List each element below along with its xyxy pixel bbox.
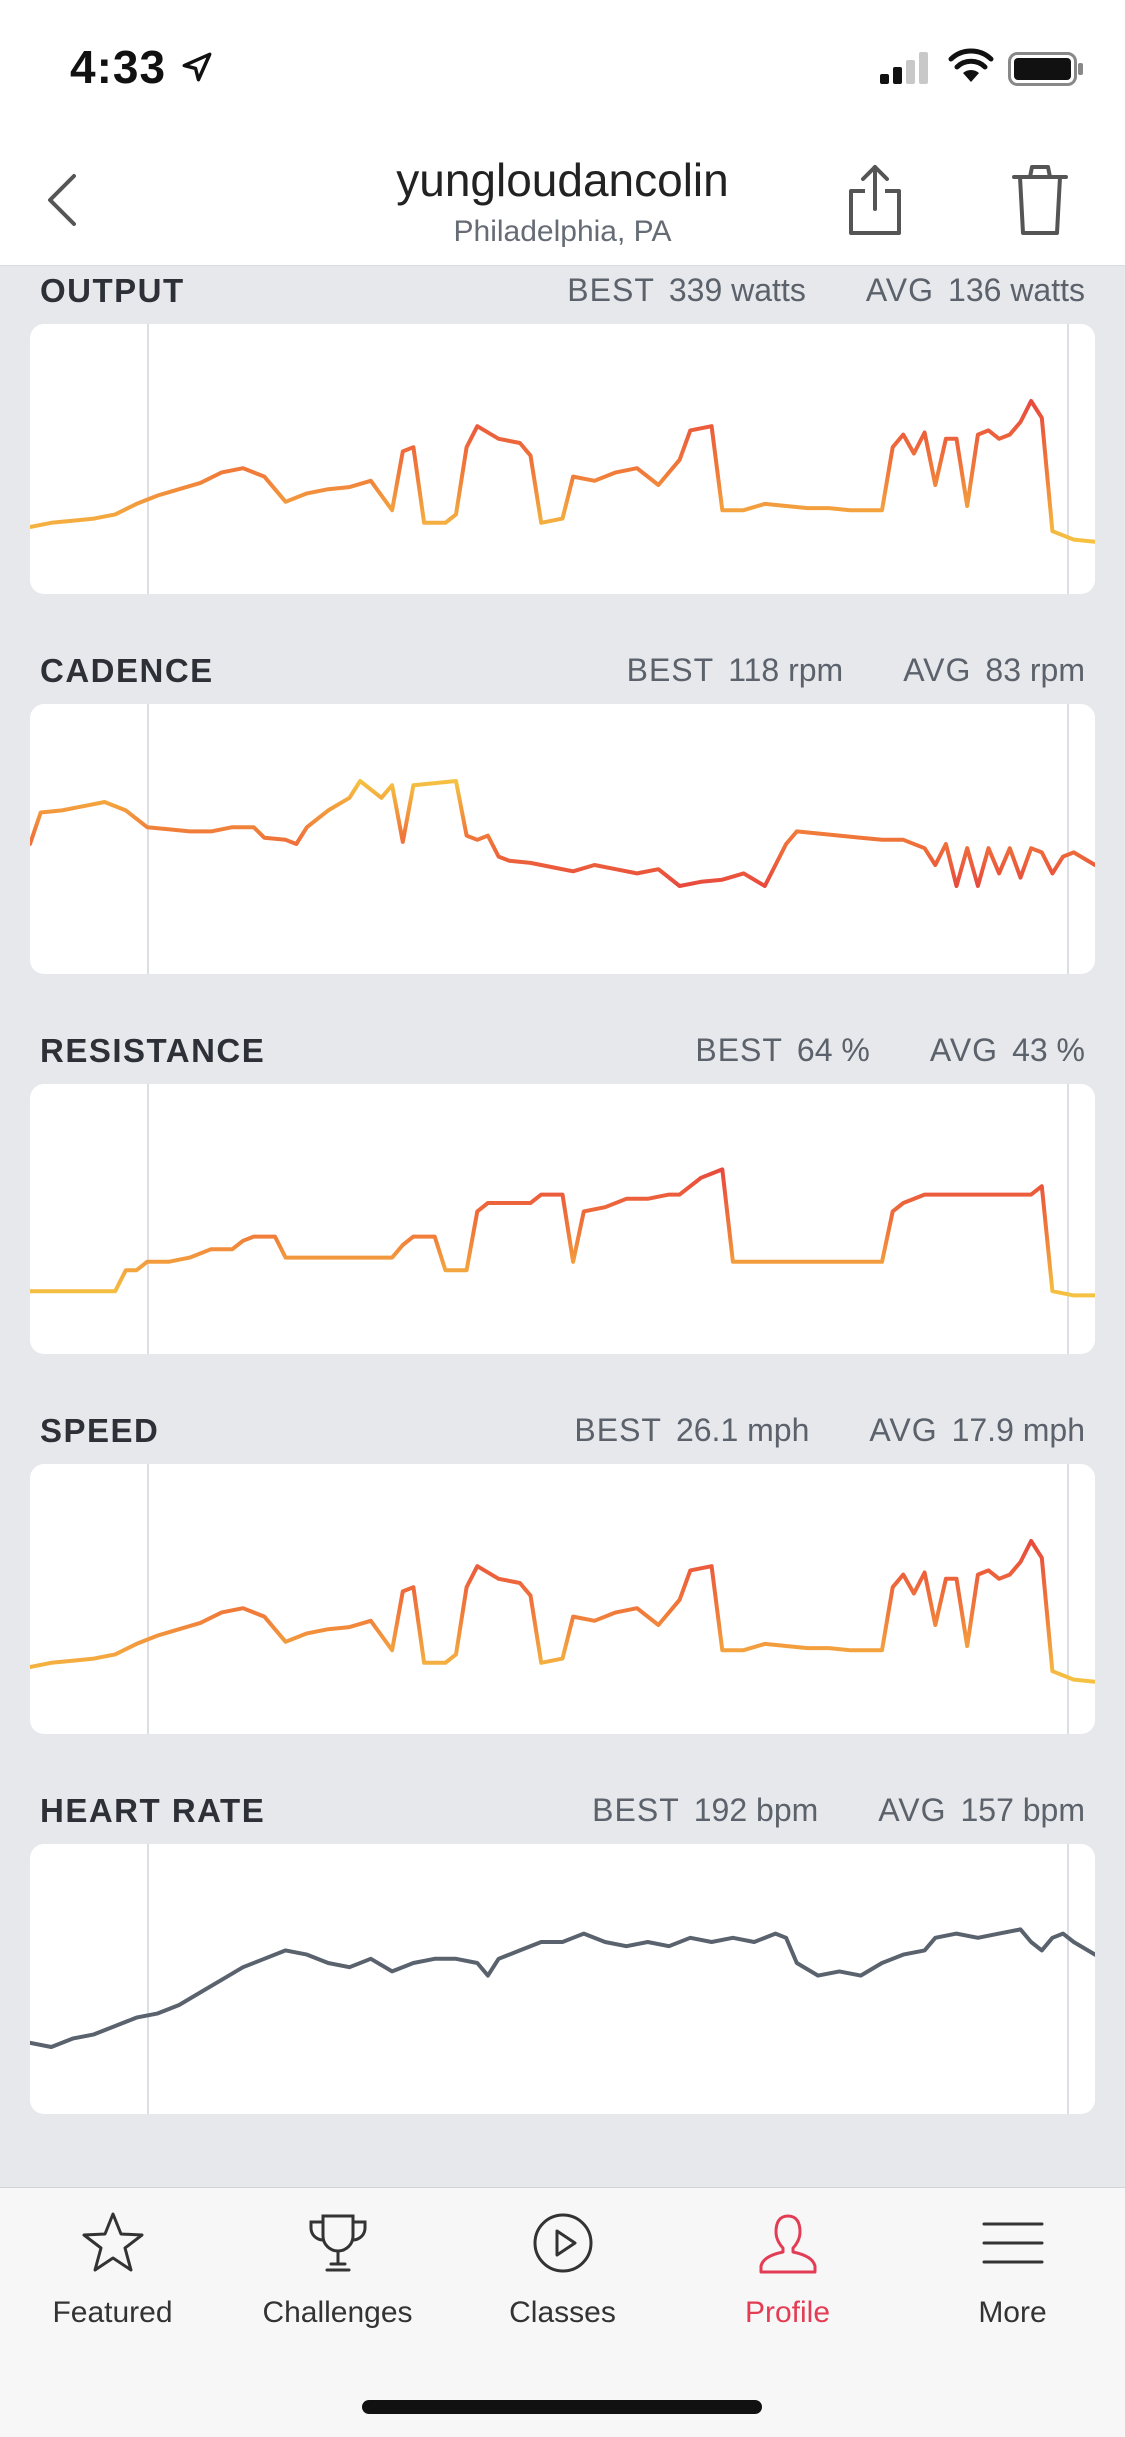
metric-label: CADENCE — [40, 652, 214, 689]
metric-chart — [30, 324, 1095, 594]
status-time: 4:33 — [70, 41, 167, 93]
page-title: yungloudancolin — [396, 154, 729, 206]
trash-icon[interactable] — [1010, 163, 1070, 238]
tab-label-challenges: Challenges — [262, 2296, 413, 2329]
person-icon — [759, 2214, 817, 2274]
metric-label: SPEED — [40, 1412, 160, 1449]
home-indicator — [362, 2400, 762, 2414]
back-chevron-icon[interactable] — [40, 170, 90, 230]
metric-chart-card[interactable] — [30, 1844, 1095, 2114]
avg-value: 83 rpm — [985, 652, 1085, 688]
metric-chart — [30, 704, 1095, 974]
page-subtitle: Philadelphia, PA — [453, 215, 672, 248]
metric-label: RESISTANCE — [40, 1032, 266, 1069]
menu-icon — [982, 2222, 1044, 2264]
avg-label: AVG — [903, 652, 972, 688]
tab-classes[interactable]: Classes — [450, 2188, 675, 2368]
metric-stats: BEST 192 bpm AVG 157 bpm — [592, 1792, 1085, 1829]
tab-label-featured: Featured — [52, 2296, 173, 2329]
tab-featured[interactable]: Featured — [0, 2188, 225, 2368]
location-arrow-icon — [182, 52, 212, 82]
metric-chart — [30, 1844, 1095, 2114]
play-circle-icon — [533, 2213, 593, 2273]
metric-label: OUTPUT — [40, 272, 185, 309]
best-value: 26.1 mph — [675, 1412, 810, 1448]
metric-series-line — [30, 399, 1095, 544]
star-icon — [82, 2212, 144, 2272]
best-value: 118 rpm — [728, 652, 844, 688]
trophy-icon — [309, 2214, 367, 2272]
metric-chart-card[interactable] — [30, 324, 1095, 594]
battery-icon — [1008, 52, 1083, 86]
best-value: 64 % — [796, 1032, 870, 1068]
nav-bar: yungloudancolin Philadelphia, PA — [0, 135, 1125, 266]
tab-label-more: More — [978, 2296, 1047, 2329]
metric-section-heart-rate: HEART RATE BEST 192 bpm AVG 157 bpm — [0, 1782, 1125, 2162]
metric-section-cadence: CADENCE BEST 118 rpm AVG 83 rpm — [0, 642, 1125, 1022]
tab-label-profile: Profile — [744, 2296, 831, 2329]
metric-chart-card[interactable] — [30, 1464, 1095, 1734]
best-label: BEST — [567, 272, 655, 308]
avg-value: 157 bpm — [960, 1792, 1085, 1828]
metric-series-line — [30, 779, 1095, 888]
metric-chart-card[interactable] — [30, 704, 1095, 974]
avg-label: AVG — [929, 1032, 999, 1068]
metric-stats: BEST 339 watts AVG 136 watts — [567, 272, 1085, 309]
best-label: BEST — [695, 1032, 783, 1068]
metric-stats: BEST 64 % AVG 43 % — [695, 1032, 1085, 1069]
avg-label: AVG — [878, 1792, 947, 1828]
tab-more[interactable]: More — [900, 2188, 1125, 2368]
metric-section-speed: SPEED BEST 26.1 mph AVG 17.9 mph — [0, 1402, 1125, 1782]
metric-section-output: OUTPUT BEST 339 watts AVG 136 watts — [0, 262, 1125, 642]
best-value: 192 bpm — [693, 1792, 819, 1828]
status-bar: 4:33 — [0, 0, 1125, 135]
cellular-signal-icon — [880, 52, 928, 84]
metric-label: HEART RATE — [40, 1792, 266, 1829]
metric-stats: BEST 118 rpm AVG 83 rpm — [627, 652, 1085, 689]
best-value: 339 watts — [668, 272, 806, 308]
tab-challenges[interactable]: Challenges — [225, 2188, 450, 2368]
best-label: BEST — [626, 652, 715, 688]
metric-stats: BEST 26.1 mph AVG 17.9 mph — [574, 1412, 1085, 1449]
avg-label: AVG — [869, 1412, 938, 1448]
metric-series-line — [30, 1539, 1095, 1684]
avg-label: AVG — [865, 272, 935, 308]
avg-value: 43 % — [1012, 1032, 1085, 1068]
avg-value: 17.9 mph — [951, 1412, 1085, 1448]
best-label: BEST — [574, 1412, 662, 1448]
best-label: BEST — [592, 1792, 680, 1828]
tab-bar: Featured Challenges Classes Profile More — [0, 2187, 1125, 2437]
metric-series-line — [30, 1167, 1095, 1298]
tab-profile[interactable]: Profile — [675, 2188, 900, 2368]
metric-chart — [30, 1464, 1095, 1734]
avg-value: 136 watts — [948, 272, 1085, 308]
share-icon[interactable] — [845, 163, 905, 238]
metric-section-resistance: RESISTANCE BEST 64 % AVG 43 % — [0, 1022, 1125, 1402]
metric-chart-card[interactable] — [30, 1084, 1095, 1354]
metric-chart — [30, 1084, 1095, 1354]
wifi-icon — [948, 48, 994, 82]
tab-label-classes: Classes — [509, 2296, 616, 2329]
metric-series-line — [30, 1927, 1095, 2049]
